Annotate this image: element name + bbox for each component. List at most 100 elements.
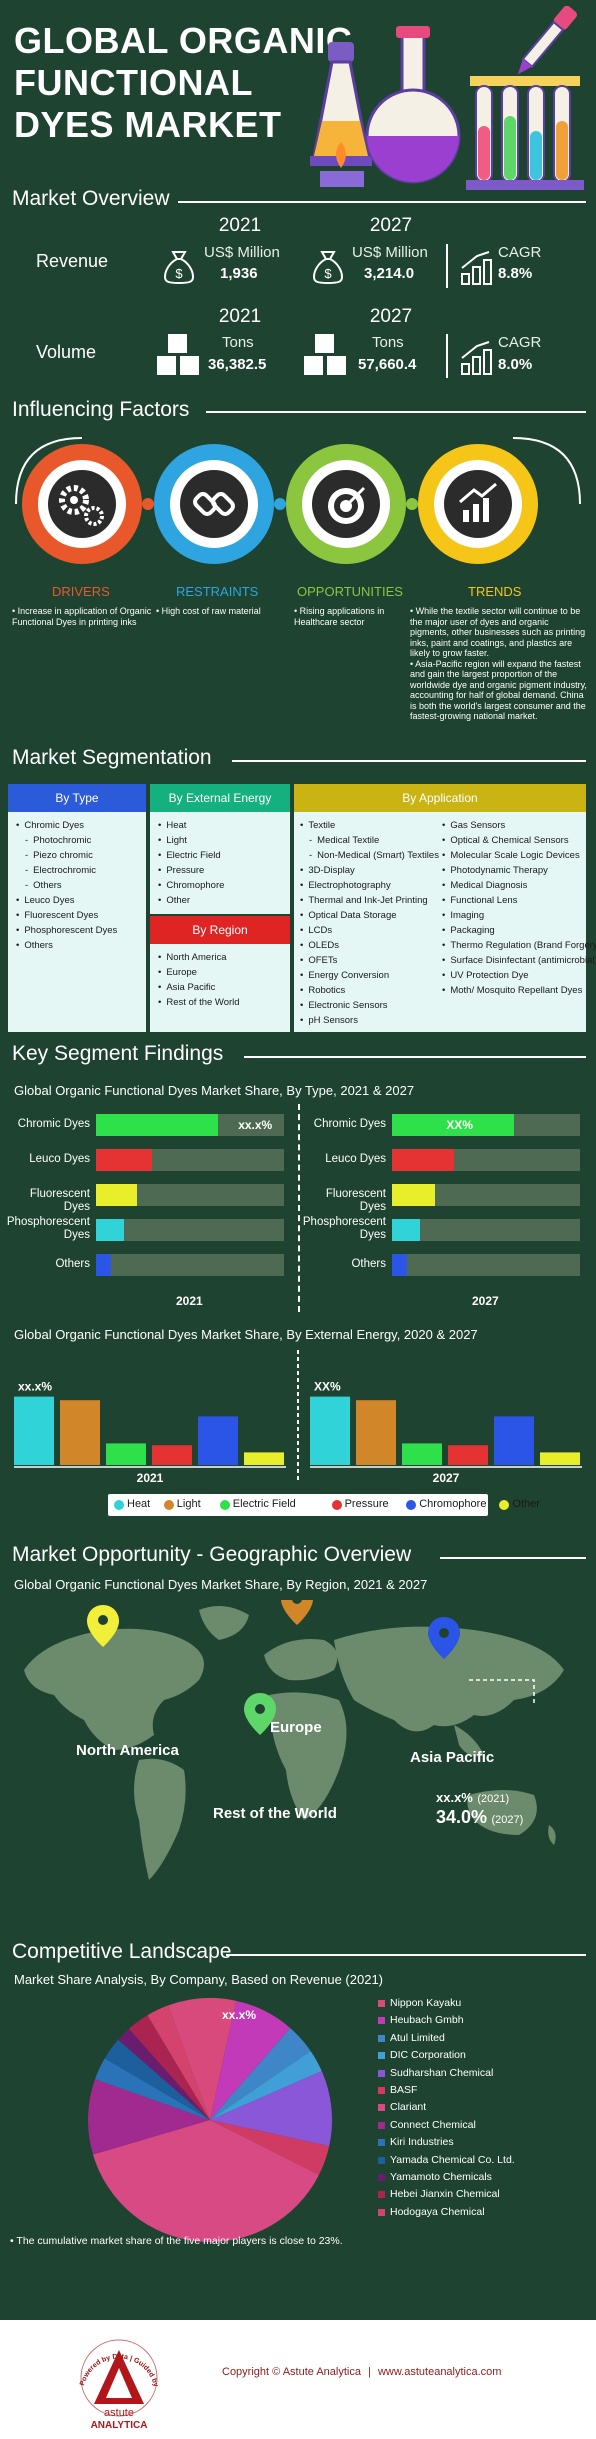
bar-track bbox=[392, 1184, 580, 1206]
legend-label: Clariant bbox=[390, 2101, 427, 2114]
type-item: Fluorescent Dyes bbox=[16, 908, 138, 923]
lab-flasks-illustration bbox=[310, 6, 584, 190]
overview-heading: Market Overview bbox=[12, 187, 170, 210]
region-item: North America bbox=[158, 950, 282, 965]
website-link[interactable]: www.astuteanalytica.com bbox=[377, 2366, 502, 2378]
factors-circles bbox=[15, 437, 581, 564]
pie-slice bbox=[88, 2079, 210, 2155]
by-application-list: TextileMedical TextileNon-Medical (Smart… bbox=[294, 812, 596, 1032]
stat-year-2021: (2021) bbox=[477, 1793, 510, 1805]
application-item: Optical & Chemical Sensors bbox=[442, 833, 596, 848]
application-item: Non-Medical (Smart) Textiles bbox=[300, 848, 439, 863]
legend-label: DIC Corporation bbox=[390, 2049, 466, 2062]
stat-value-2027: 34.0% bbox=[436, 1807, 488, 1827]
trends-circle bbox=[418, 444, 538, 564]
application-item: Optical Data Storage bbox=[300, 908, 439, 923]
type-item: Others bbox=[16, 938, 138, 953]
application-item: Medical Textile bbox=[300, 833, 439, 848]
bar bbox=[392, 1219, 421, 1241]
money-bag-icon: $ bbox=[163, 251, 195, 284]
separator: | bbox=[368, 2366, 371, 2378]
legend-marker bbox=[163, 1500, 174, 1510]
year-label: 2021 bbox=[137, 1471, 164, 1485]
title-line-1: GLOBAL ORGANIC bbox=[14, 20, 353, 61]
boxes-icon bbox=[304, 334, 346, 375]
application-item: Medical Diagnosis bbox=[442, 878, 596, 893]
revenue-cagr-label: CAGR bbox=[498, 244, 542, 261]
type-item: Electrochromic bbox=[16, 863, 138, 878]
money-bag-icon: $ bbox=[312, 251, 344, 284]
pie-slice bbox=[210, 2120, 330, 2175]
bar-category-label: Others bbox=[55, 1258, 90, 1270]
legend-swatch bbox=[378, 2104, 385, 2112]
svg-text:$: $ bbox=[175, 266, 183, 281]
bar-category-label: Chromic Dyes bbox=[17, 1118, 90, 1130]
legend-swatch bbox=[378, 2034, 385, 2042]
svg-text:$: $ bbox=[324, 266, 332, 281]
energy-item: Other bbox=[158, 893, 282, 908]
application-item: Thermo Regulation (Brand Forgery) bbox=[442, 938, 596, 953]
revenue-unit-2027: US$ Million bbox=[352, 244, 428, 261]
volume-unit-2027: Tons bbox=[372, 334, 404, 351]
footer bbox=[0, 2320, 596, 2439]
type-item: Piezo chromic bbox=[16, 848, 138, 863]
application-item: Textile bbox=[300, 818, 439, 833]
legend-swatch bbox=[378, 2156, 385, 2164]
pie-slice bbox=[128, 2015, 210, 2120]
energy-item: Light bbox=[158, 833, 282, 848]
type-item: Phosphorescent Dyes bbox=[16, 923, 138, 938]
revenue-value-2021: 1,936 bbox=[220, 265, 258, 282]
application-item: UV Protection Dye bbox=[442, 968, 596, 983]
by-type-header: By Type bbox=[8, 784, 146, 812]
legend-swatch bbox=[378, 2087, 385, 2094]
type-item: Leuco Dyes bbox=[16, 893, 138, 908]
geo-chart-title: Global Organic Functional Dyes Market Sh… bbox=[14, 1577, 428, 1592]
application-item: Surface Disinfectant (antimicrobial) bbox=[442, 953, 596, 968]
energy-bar bbox=[540, 1452, 580, 1465]
bar-category-label: Leuco Dyes bbox=[29, 1153, 90, 1165]
application-item: OFETs bbox=[300, 953, 439, 968]
legend-marker bbox=[331, 1500, 342, 1510]
energy-item: Electric Field bbox=[158, 848, 282, 863]
by-type-list: Chromic DyesPhotochromicPiezo chromicEle… bbox=[8, 812, 146, 1032]
panel-divider bbox=[298, 1104, 300, 1312]
bar-track bbox=[392, 1219, 580, 1241]
world-map bbox=[24, 1600, 564, 1880]
energy-share-chart: xx.x% 2021 XX% 2027 bbox=[14, 1350, 582, 1485]
opportunities-circle bbox=[286, 444, 406, 564]
type-chart-title: Global Organic Functional Dyes Market Sh… bbox=[14, 1083, 415, 1098]
bar-growth-icon bbox=[461, 341, 492, 375]
pie-slice bbox=[118, 2028, 210, 2120]
application-item: Electrophotography bbox=[300, 878, 439, 893]
section-divider bbox=[244, 1056, 586, 1058]
pie-slice bbox=[210, 2000, 291, 2120]
legend-swatch bbox=[378, 2174, 385, 2181]
pie-slice bbox=[92, 2120, 319, 2242]
geo-heading: Market Opportunity - Geographic Overview bbox=[12, 1543, 412, 1566]
application-item: Robotics bbox=[300, 983, 439, 998]
restraints-circle bbox=[154, 444, 274, 564]
legend-label: Electric Field bbox=[232, 1498, 296, 1510]
section-divider bbox=[232, 760, 586, 762]
legend-marker bbox=[219, 1500, 230, 1510]
legend-marker bbox=[114, 1500, 124, 1510]
application-item: Functional Lens bbox=[442, 893, 596, 908]
trends-text: • While the textile sector will continue… bbox=[410, 606, 587, 721]
legend-label: Chromophore bbox=[419, 1498, 487, 1510]
svg-text:astute: astute bbox=[104, 2407, 134, 2419]
region-label-rest-of-world: Rest of the World bbox=[213, 1805, 337, 1822]
by-application-header: By Application bbox=[294, 784, 586, 812]
application-item: Molecular Scale Logic Devices bbox=[442, 848, 596, 863]
revenue-cagr-value: 8.8% bbox=[498, 265, 533, 282]
energy-bar bbox=[356, 1400, 396, 1465]
bar-category-label: Fluorescent Dyes bbox=[29, 1188, 90, 1213]
bar-category-label: Phosphorescent Dyes bbox=[6, 1216, 90, 1241]
svg-text:ANALYTICA: ANALYTICA bbox=[91, 2420, 148, 2431]
page-title: GLOBAL ORGANIC FUNCTIONAL DYES MARKET bbox=[14, 20, 352, 146]
type-item: Others bbox=[16, 878, 138, 893]
bar-value-label: XX% bbox=[446, 1118, 473, 1132]
bar bbox=[392, 1184, 436, 1206]
legend-label: Other bbox=[512, 1498, 540, 1510]
